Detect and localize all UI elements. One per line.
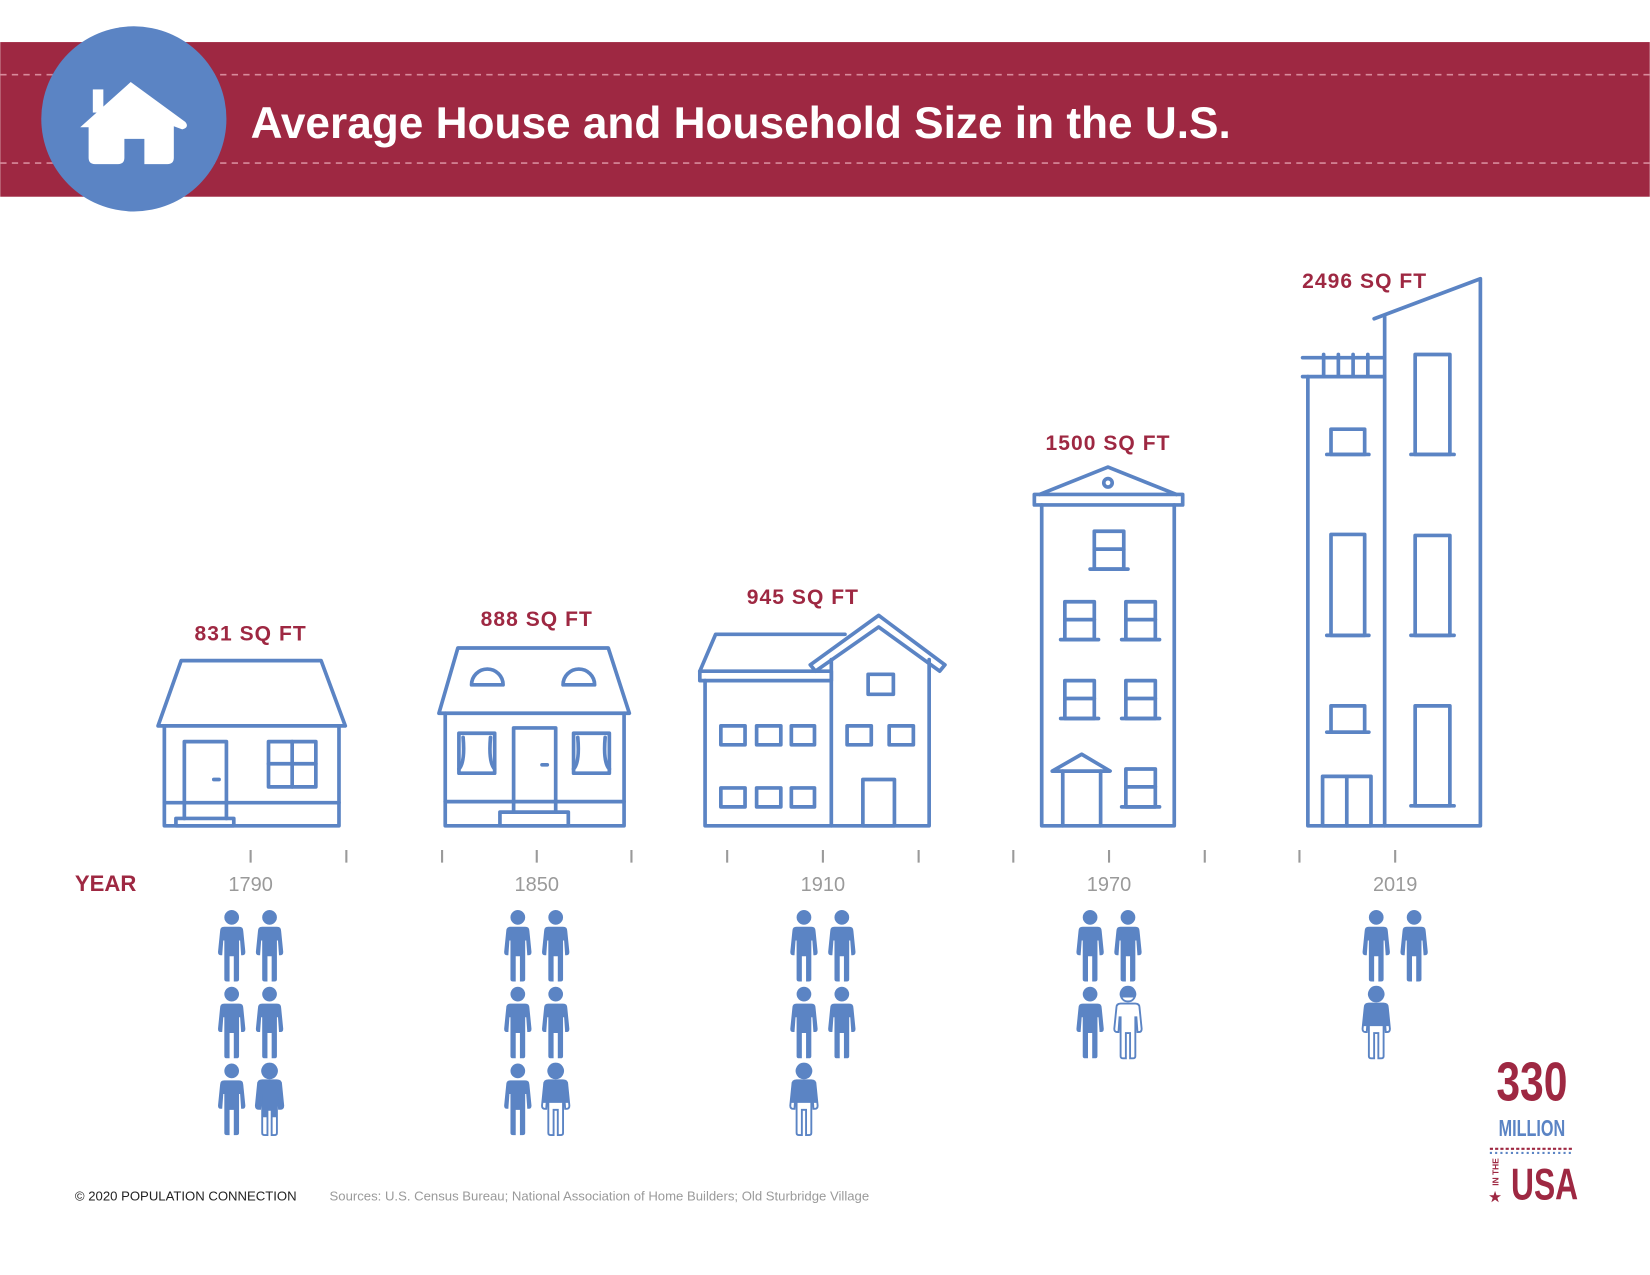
330-million-logo: 330 MILLION IN THE ★ USA	[1489, 1052, 1578, 1209]
logo-330: 330	[1496, 1052, 1567, 1112]
person-icon	[790, 986, 818, 1059]
person-icon	[255, 986, 284, 1059]
star-icon: ★	[1489, 1189, 1502, 1204]
person-icon	[218, 1063, 246, 1136]
year-label-1910: 1910	[801, 874, 845, 896]
year-axis-label: YEAR	[75, 871, 136, 896]
house-icon	[80, 82, 187, 165]
timeline-axis	[249, 850, 1397, 863]
sqft-label-1790: 831 SQ FT	[194, 623, 306, 646]
person-icon	[828, 909, 856, 982]
copyright: © 2020 POPULATION CONNECTION	[75, 1188, 297, 1203]
year-label-1970: 1970	[1087, 874, 1131, 896]
title-banner: Average House and Household Size in the …	[0, 26, 1650, 212]
logo-million: MILLION	[1499, 1116, 1566, 1141]
page-title: Average House and Household Size in the …	[251, 99, 1231, 148]
sqft-label-2019: 2496 SQ FT	[1302, 270, 1427, 293]
person-icon	[789, 1062, 819, 1137]
house-1970-icon	[1032, 465, 1185, 828]
sources: Sources: U.S. Census Bureau; National As…	[330, 1188, 870, 1203]
person-icon	[1076, 986, 1104, 1059]
person-icon	[1114, 909, 1142, 982]
person-icon	[1076, 909, 1104, 982]
person-icon	[504, 1063, 532, 1136]
year-label-2019: 2019	[1373, 874, 1417, 896]
person-icon	[218, 986, 246, 1059]
person-icon	[541, 1062, 571, 1137]
year-label-1850: 1850	[515, 874, 559, 896]
person-icon	[828, 986, 856, 1059]
person-icon	[1400, 909, 1428, 982]
year-label-1790: 1790	[228, 874, 272, 896]
person-icon	[218, 909, 246, 982]
sqft-label-1910: 945 SQ FT	[747, 586, 859, 609]
sqft-label-1850: 888 SQ FT	[481, 608, 593, 631]
person-icon	[504, 909, 532, 982]
person-icon	[542, 909, 570, 982]
person-icon	[504, 986, 532, 1059]
person-icon	[1113, 985, 1143, 1060]
logo-in-the: IN THE	[1490, 1158, 1500, 1186]
house-1910-icon	[697, 613, 947, 828]
person-icon	[1361, 985, 1391, 1060]
sqft-label-1970: 1500 SQ FT	[1045, 432, 1170, 455]
person-icon	[254, 1062, 285, 1137]
person-icon	[255, 909, 284, 982]
household-size-people	[218, 909, 1428, 1137]
house-1790-icon	[156, 658, 348, 828]
logo-usa: USA	[1511, 1160, 1578, 1209]
house-2019-icon	[1300, 276, 1483, 828]
person-icon	[1362, 909, 1390, 982]
person-icon	[790, 909, 818, 982]
house-1850-icon	[437, 646, 632, 828]
person-icon	[542, 986, 570, 1059]
people-chain-icon	[1489, 1147, 1575, 1155]
